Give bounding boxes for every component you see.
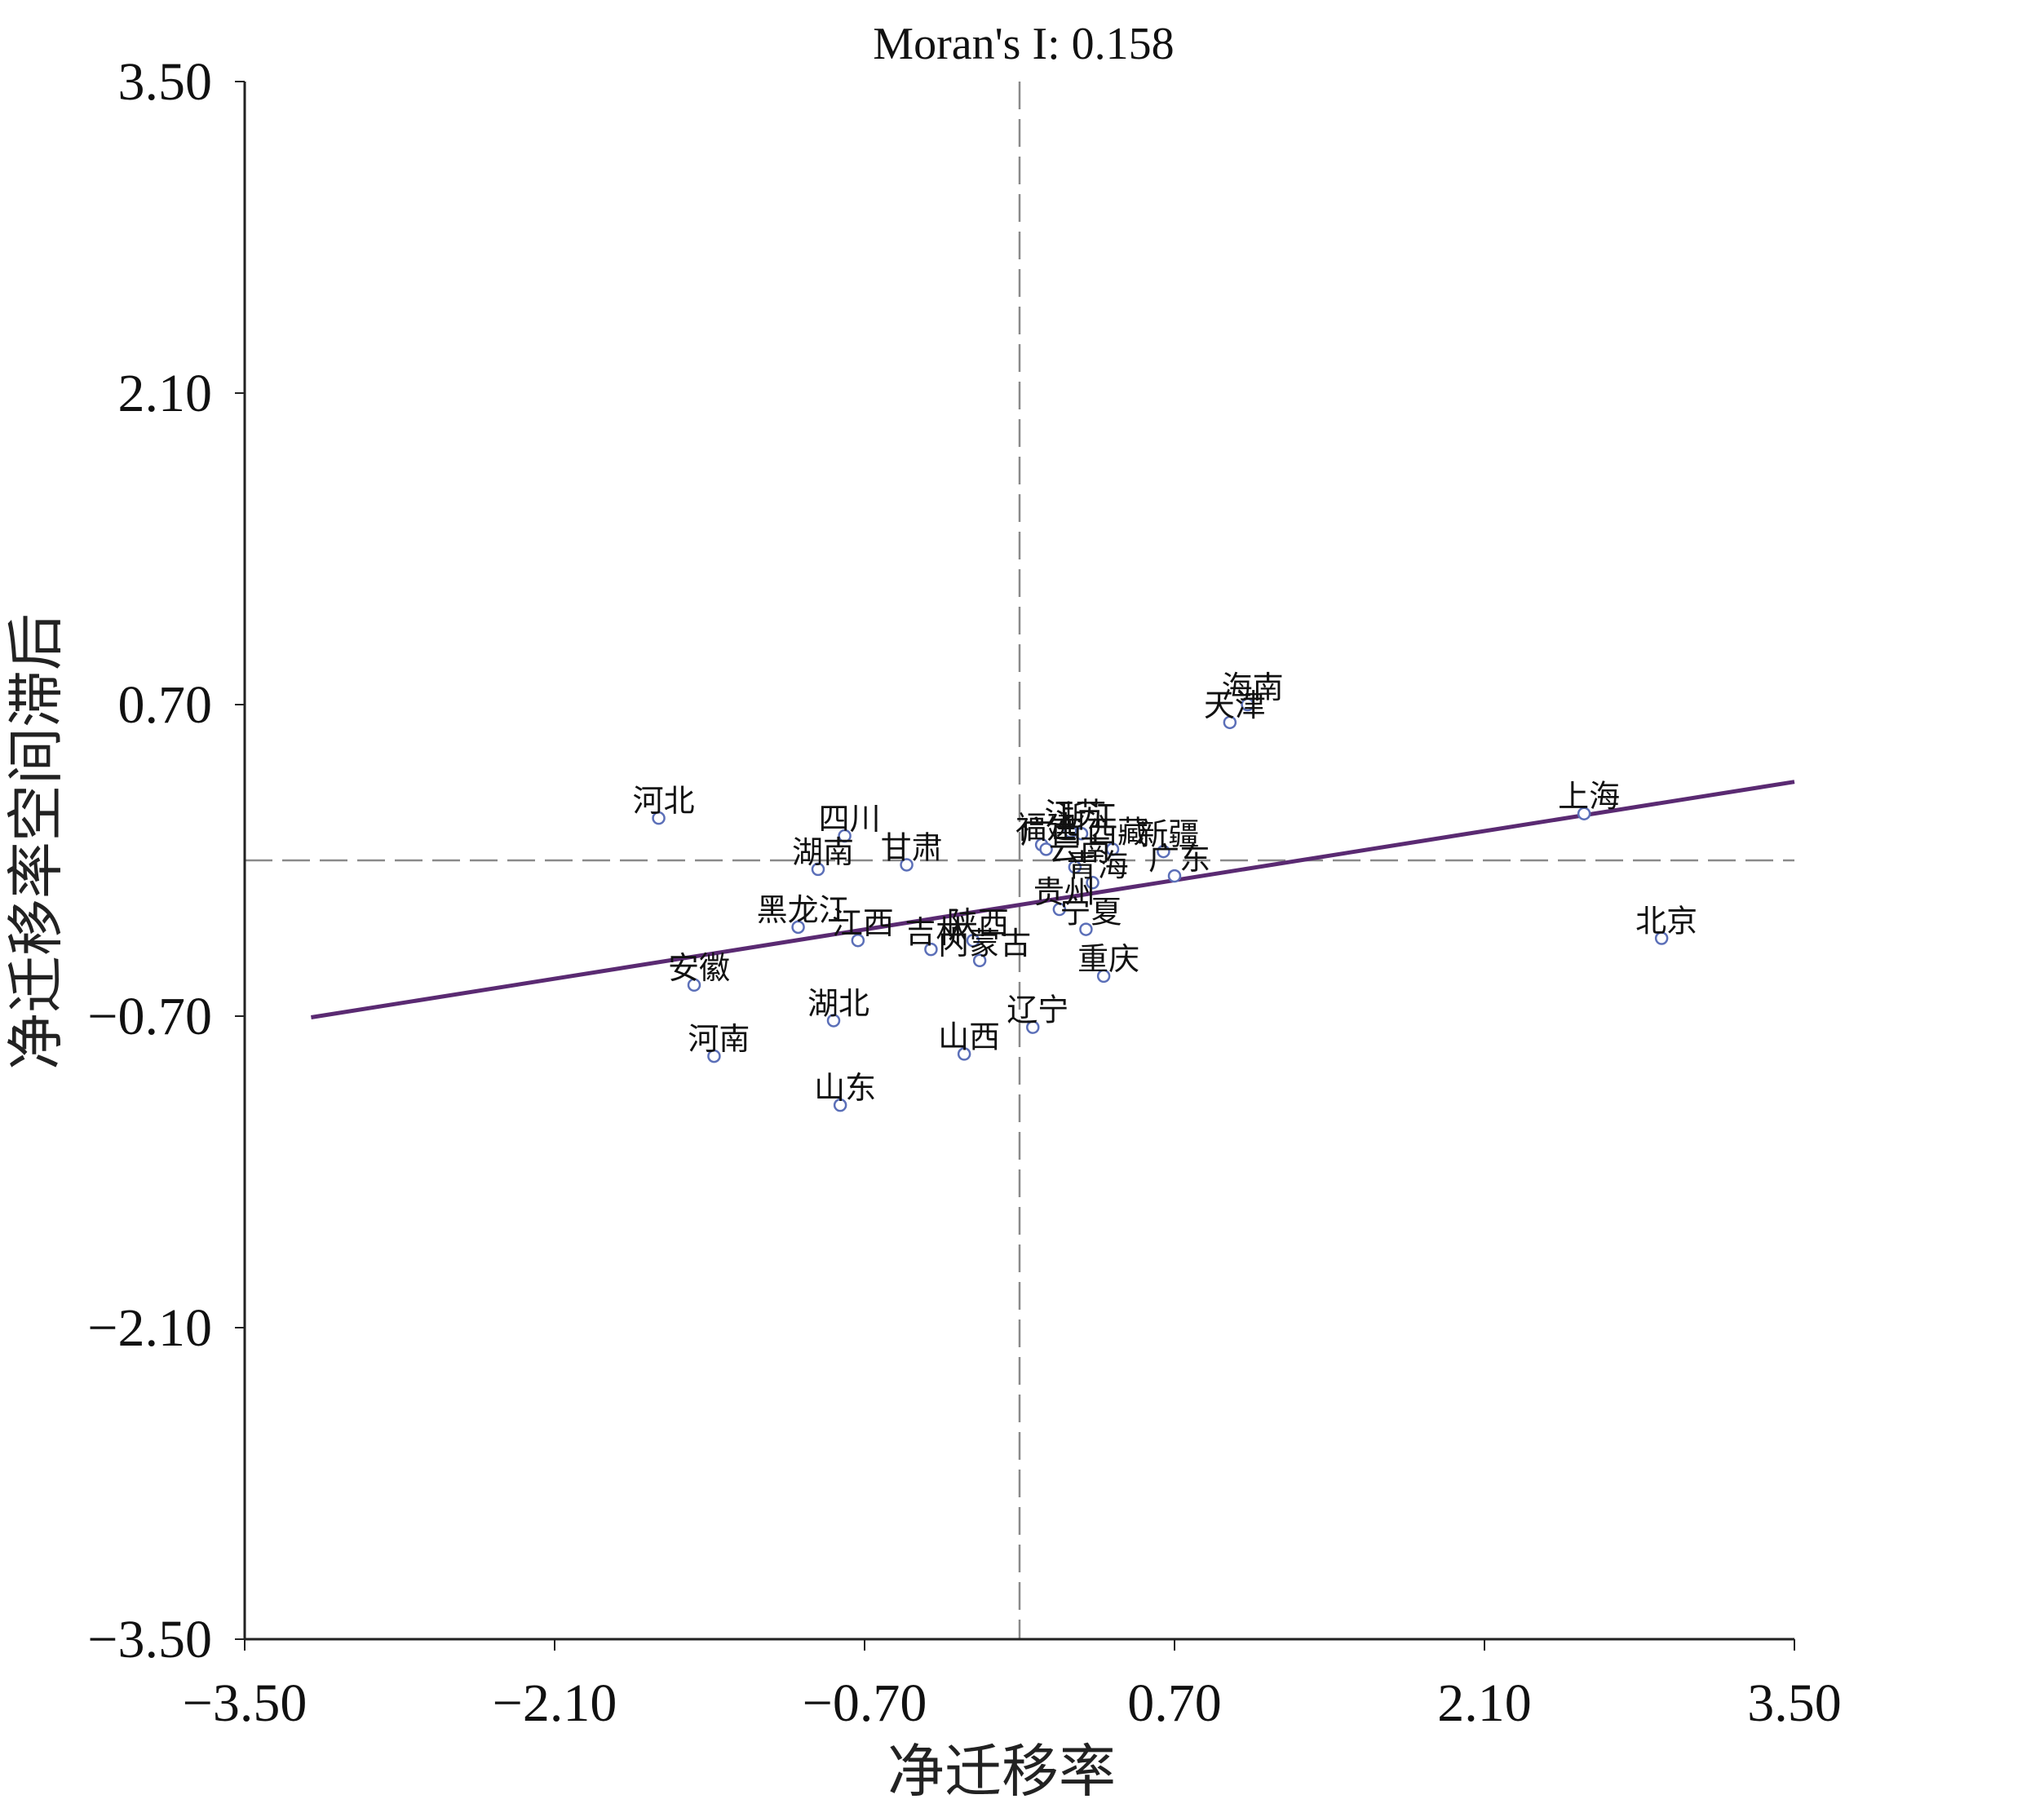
point-label: 海南 <box>1222 670 1284 705</box>
y-tick-label: 0.70 <box>118 675 213 735</box>
x-tick-label: −3.50 <box>183 1673 307 1733</box>
reference-lines <box>245 82 1794 1639</box>
data-point <box>1223 715 1237 730</box>
point-label: 江苏 <box>1044 797 1106 833</box>
data-point <box>900 858 914 872</box>
point-label: 安徽 <box>668 950 730 986</box>
data-point <box>1026 1020 1040 1034</box>
point-label: 北京 <box>1635 904 1697 939</box>
x-tick-label: 2.10 <box>1437 1673 1532 1733</box>
point-label: 内蒙古 <box>938 926 1031 961</box>
point-label: 湖南 <box>792 834 854 870</box>
y-axis-ticks: 3.50 2.10 0.70 −0.70 −2.10 −3.50 <box>87 52 245 1669</box>
data-point <box>966 933 980 948</box>
point-label: 江西 <box>832 905 894 941</box>
data-point <box>1096 969 1111 984</box>
point-label: 福建 <box>1015 810 1077 846</box>
data-point <box>851 933 865 948</box>
data-point <box>791 920 805 935</box>
data-point <box>826 1014 841 1028</box>
x-tick-label: −2.10 <box>493 1673 617 1733</box>
data-point <box>1157 844 1170 859</box>
y-tick-label: 2.10 <box>118 364 213 423</box>
y-axis-title: 净迁移率空间滞后 <box>2 613 69 1070</box>
data-point <box>811 862 825 877</box>
data-point <box>957 1047 971 1061</box>
data-point <box>1654 931 1669 945</box>
point-label: 浙江 <box>1055 798 1117 834</box>
point-label: 西藏 <box>1086 814 1148 850</box>
data-point <box>1577 807 1591 820</box>
x-tick-label: 3.50 <box>1747 1673 1842 1733</box>
data-point <box>833 1098 847 1112</box>
y-tick-label: 3.50 <box>118 52 213 112</box>
point-label: 重庆 <box>1077 941 1139 977</box>
data-point <box>924 942 938 957</box>
point-label: 山西 <box>938 1019 1000 1054</box>
point-label: 青海 <box>1067 847 1129 883</box>
y-tick-label: −2.10 <box>87 1298 212 1358</box>
data-point <box>687 978 701 992</box>
data-point <box>1167 869 1182 883</box>
point-label: 山东 <box>814 1070 876 1106</box>
data-point <box>1039 842 1053 856</box>
point-label: 四川 <box>819 801 881 837</box>
y-tick-label: −0.70 <box>87 987 212 1046</box>
regression-line <box>311 780 1795 1019</box>
point-label: 宁夏 <box>1060 895 1122 931</box>
data-point <box>1052 902 1067 917</box>
point-label: 广东 <box>1148 841 1210 877</box>
x-tick-label: −0.70 <box>803 1673 927 1733</box>
data-point <box>1079 922 1093 936</box>
point-label: 甘肃 <box>881 829 943 865</box>
data-point <box>1105 842 1120 856</box>
point-label: 吉林 <box>905 914 967 950</box>
y-tick-label: −3.50 <box>87 1610 212 1669</box>
data-point <box>707 1049 721 1063</box>
data-point <box>1074 827 1089 841</box>
data-point <box>1086 876 1099 890</box>
point-label: 陕西 <box>947 905 1009 941</box>
data-point <box>652 811 666 825</box>
point-label: 河北 <box>633 783 695 819</box>
point-label: 新疆 <box>1137 816 1199 852</box>
point-label: 河南 <box>688 1021 750 1057</box>
x-tick-label: 0.70 <box>1127 1673 1222 1733</box>
x-axis-title: 净迁移率 <box>887 1738 1116 1805</box>
data-point <box>1068 860 1082 874</box>
point-label: 贵州 <box>1033 874 1095 910</box>
data-point <box>1241 697 1254 712</box>
chart-title: Moran's I: 0.158 <box>873 19 1174 69</box>
data-points: 河北四川湖南 甘肃黑龙江江西 吉林陕西内蒙古安徽湖北河南 山西山东 江苏福建浙江广西 西藏… <box>633 670 1697 1112</box>
point-label: 天津 <box>1204 687 1266 723</box>
data-point <box>838 829 852 843</box>
point-label: 上海 <box>1558 779 1620 815</box>
point-label: 黑龙江 <box>757 892 850 928</box>
point-label: 广西 <box>1020 814 1082 850</box>
data-point <box>972 953 987 968</box>
x-axis-ticks: −3.50 −2.10 −0.70 0.70 2.10 3.50 <box>183 1639 1842 1733</box>
point-label: 云南 <box>1049 832 1111 868</box>
point-label: 辽宁 <box>1007 992 1068 1028</box>
point-label: 湖北 <box>807 985 869 1021</box>
